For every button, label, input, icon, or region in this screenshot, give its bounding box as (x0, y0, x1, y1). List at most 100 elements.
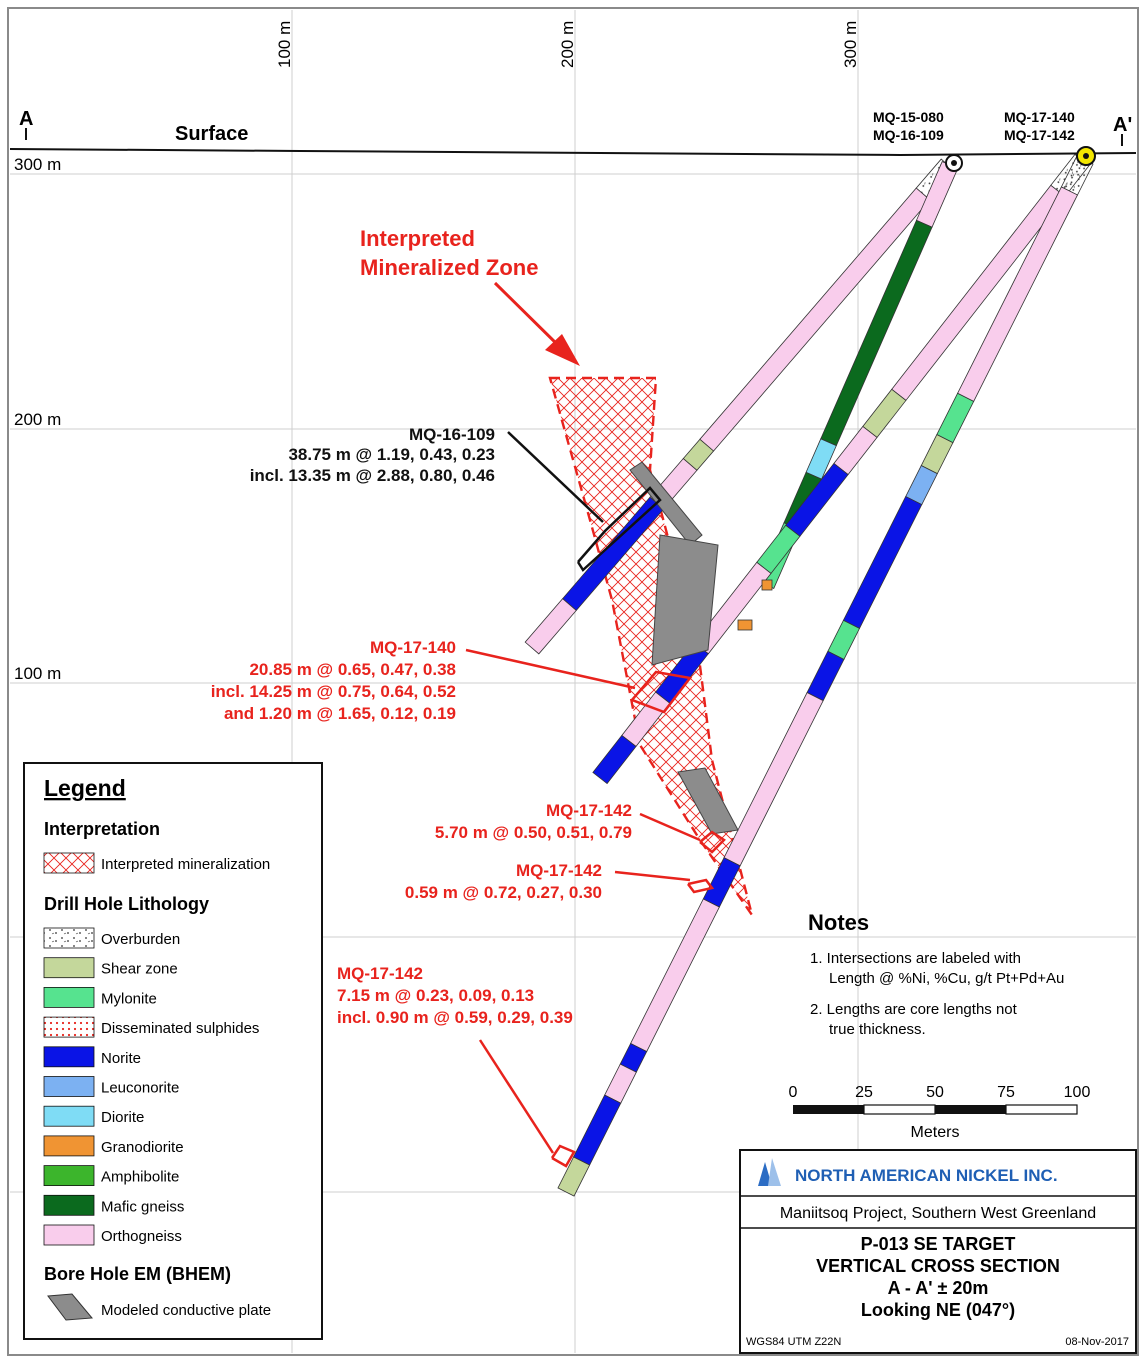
easting-tick-100: 100 m (275, 21, 294, 68)
intercept-label-mq-17-142: MQ-17-142 (516, 861, 602, 880)
notes-title: Notes (808, 910, 869, 935)
map-date: 08-Nov-2017 (1065, 1336, 1129, 1348)
note-line: 2. Lengths are core lengths not (810, 1001, 1018, 1018)
scale-bar: 0 25 50 75 100 Meters (789, 1084, 1091, 1141)
title-line: P-013 SE TARGET (861, 1234, 1016, 1254)
leader-line (478, 1039, 555, 1154)
collar-label-mq-15-080: MQ-15-080 (873, 109, 944, 125)
legend-lithology-heading: Drill Hole Lithology (44, 894, 209, 914)
scale-unit: Meters (911, 1124, 960, 1141)
intercept-label-mq-17-140: MQ-17-140 (370, 638, 456, 657)
intercept-value: 20.85 m @ 0.65, 0.47, 0.38 (249, 660, 456, 679)
intercept-label-mq-17-142: MQ-17-142 (337, 964, 423, 983)
project-name: Maniitsoq Project, Southern West Greenla… (780, 1205, 1096, 1222)
intercept-value: incl. 0.90 m @ 0.59, 0.29, 0.39 (337, 1008, 573, 1027)
leader-line (639, 812, 701, 842)
legend-item-label: Leuconorite (101, 1080, 179, 1097)
intercept-bracket (699, 830, 726, 854)
zone-arrow-shaft (493, 281, 567, 354)
intercept-value: 5.70 m @ 0.50, 0.51, 0.79 (435, 823, 632, 842)
bhem-plate (651, 534, 719, 666)
company-name: NORTH AMERICAN NICKEL INC. (795, 1166, 1058, 1185)
easting-tick-200: 200 m (558, 21, 577, 68)
company-logo (758, 1158, 781, 1186)
leader-line (465, 648, 636, 690)
intercept-label-mq-16-109: MQ-16-109 (409, 425, 495, 444)
intercept-bracket (687, 878, 715, 894)
granodiorite-block (761, 579, 773, 591)
datum-label: WGS84 UTM Z22N (746, 1336, 841, 1348)
legend-swatch-plate (47, 1293, 94, 1321)
title-line: A - A' ± 20m (888, 1278, 989, 1298)
note-line: Length @ %Ni, %Cu, g/t Pt+Pd+Au (829, 970, 1064, 987)
leader-line (507, 431, 604, 523)
legend-swatch-norite (43, 1046, 95, 1068)
legend-item-label: Modeled conductive plate (101, 1302, 271, 1319)
leader-line (614, 870, 691, 882)
elevation-tick-200: 200 m (14, 410, 61, 429)
legend-title: Legend (44, 775, 126, 801)
lithology-legend-items: Overburden Shear zone Mylonite Disseminated… (43, 927, 259, 1246)
bhem-plate (677, 767, 739, 835)
legend-item-label: Amphibolite (101, 1169, 179, 1186)
legend: Legend Interpretation Interpreted minera… (23, 762, 323, 1340)
legend-item-label: Diorite (101, 1109, 144, 1126)
scale-label: 50 (926, 1084, 944, 1101)
collar-mq-15-080 (945, 154, 963, 172)
scale-label: 0 (789, 1084, 798, 1101)
collar-label-mq-17-142: MQ-17-142 (1004, 127, 1075, 143)
zone-arrow-head (545, 334, 580, 366)
title-line: Looking NE (047°) (861, 1300, 1015, 1320)
notes: Notes 1. Intersections are labeled with … (808, 910, 1064, 1038)
title-line: VERTICAL CROSS SECTION (816, 1256, 1060, 1276)
legend-item-label: Mafic gneiss (101, 1198, 184, 1215)
legend-interpretation-heading: Interpretation (44, 819, 160, 839)
legend-item-label: Shear zone (101, 961, 178, 978)
legend-swatch-disseminated-sulphides (43, 1016, 95, 1038)
legend-item-label: Overburden (101, 931, 180, 948)
collar-mq-17-140 (1076, 146, 1096, 166)
drill-hole-mq-17-140 (592, 153, 1090, 785)
intercept-bracket (576, 486, 662, 572)
hole-segment-orthogneiss (524, 598, 577, 655)
intercept-value: 38.75 m @ 1.19, 0.43, 0.23 (288, 445, 495, 464)
surface-line (9, 148, 1137, 157)
legend-item-label: Orthogneiss (101, 1228, 182, 1245)
bhem-plates (629, 461, 739, 835)
legend-swatch-amphibolite (43, 1165, 95, 1186)
legend-item-label: Disseminated sulphides (101, 1020, 259, 1037)
easting-tick-300: 300 m (841, 21, 860, 68)
intercept-label-mq-17-142: MQ-17-142 (546, 801, 632, 820)
elevation-tick-300: 300 m (14, 155, 61, 174)
intercept-value: and 1.20 m @ 1.65, 0.12, 0.19 (224, 704, 456, 723)
granodiorite-block (737, 619, 753, 631)
drill-hole-mq-17-142 (557, 155, 1094, 1197)
surface-label: Surface (175, 123, 248, 145)
legend-swatch-mylonite (43, 987, 95, 1008)
collar-label-mq-16-109: MQ-16-109 (873, 127, 944, 143)
intercept-bracket (550, 1144, 576, 1168)
note-line: 1. Intersections are labeled with (810, 950, 1021, 967)
zone-label-line1: Interpreted (360, 226, 475, 251)
title-block: NORTH AMERICAN NICKEL INC. Maniitsoq Pro… (739, 1149, 1137, 1354)
legend-swatch-orthogneiss (43, 1224, 95, 1246)
hole-segment-norite (592, 734, 637, 785)
section-end-a-prime: A' (1113, 114, 1132, 136)
legend-item-label: Norite (101, 1050, 141, 1067)
collar-label-mq-17-140: MQ-17-140 (1004, 109, 1075, 125)
legend-swatch-mafic-gneiss (43, 1194, 95, 1216)
bhem-plate (629, 461, 703, 546)
intercept-bracket (631, 670, 693, 714)
legend-item-label: Mylonite (101, 990, 157, 1007)
scale-label: 25 (855, 1084, 873, 1101)
legend-swatch-mineralization (43, 852, 95, 874)
intercept-value: incl. 13.35 m @ 2.88, 0.80, 0.46 (250, 466, 495, 485)
intercept-value: incl. 14.25 m @ 0.75, 0.64, 0.52 (211, 682, 456, 701)
legend-item-label: Granodiorite (101, 1139, 184, 1156)
elevation-tick-100: 100 m (14, 664, 61, 683)
legend-swatch-shear-zone (43, 957, 95, 979)
scale-label: 100 (1064, 1084, 1091, 1101)
note-line: true thickness. (829, 1021, 926, 1038)
intercept-value: 0.59 m @ 0.72, 0.27, 0.30 (405, 883, 602, 902)
legend-item-label: Interpreted mineralization (101, 856, 270, 873)
